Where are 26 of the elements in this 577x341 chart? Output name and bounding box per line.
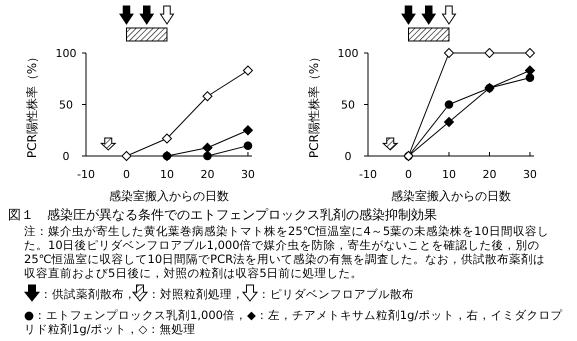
y-tick-label: 50 [59, 98, 73, 112]
x-tick-label: 10 [160, 168, 174, 181]
x-tick-label: 10 [442, 168, 456, 181]
y-tick-label: 0 [62, 150, 70, 163]
text: ：対照粒剤処理， [148, 287, 244, 302]
x-axis-title: 感染室搬入からの日数 [109, 189, 229, 203]
x-tick-label: 0 [404, 168, 412, 181]
y-tick-label: 100 [338, 47, 358, 60]
x-tick-label: 20 [482, 168, 496, 181]
x-axis-title: 感染室搬入からの日数 [391, 189, 511, 203]
x-tick-label: -10 [77, 168, 95, 181]
y-tick-label: 100 [56, 47, 76, 60]
x-tick-label: 30 [240, 168, 255, 181]
text: 注：媒介虫が寄生した黄化葉巻病感染トマト株を25℃恒温室に4～5葉の未感染株を10日間収容した。10日後ピリダベンフロアブル1,000倍で媒介虫を防除，寄生がないことを確認した後，別の25℃恒温室に収容して10日間隔でPCR法を用いて感染の有無を調査した。なお，供試散布薬剤は収容直前および5日後に，対照の粒剤は収容5日前に処理した。 [24, 224, 550, 280]
y-axis-title: PCR陽性株率（%） [25, 50, 39, 158]
x-tick-label: 0 [122, 168, 130, 181]
x-tick-label: 30 [522, 168, 537, 181]
text: ：供試薬剤散布， [40, 287, 136, 302]
text: ：ピリダベンフロアブル散布 [258, 287, 414, 302]
text: 図１ 感染圧が異なる条件でのエトフェンプロックス乳剤の感染抑制効果 [8, 207, 437, 224]
y-tick-label: 0 [344, 150, 352, 163]
x-tick-label: 20 [200, 168, 214, 181]
y-tick-label: 50 [341, 98, 355, 112]
text: ●：エトフェンプロックス乳剤1,000倍，◆：左，チアメトキサム粒剤1g/ポット，右，イミダクロプリド粒剤1g/ポット，◇：無処理 [24, 308, 564, 336]
x-tick-label: -10 [359, 168, 377, 181]
y-axis-title: PCR陽性株率（%） [307, 50, 321, 158]
